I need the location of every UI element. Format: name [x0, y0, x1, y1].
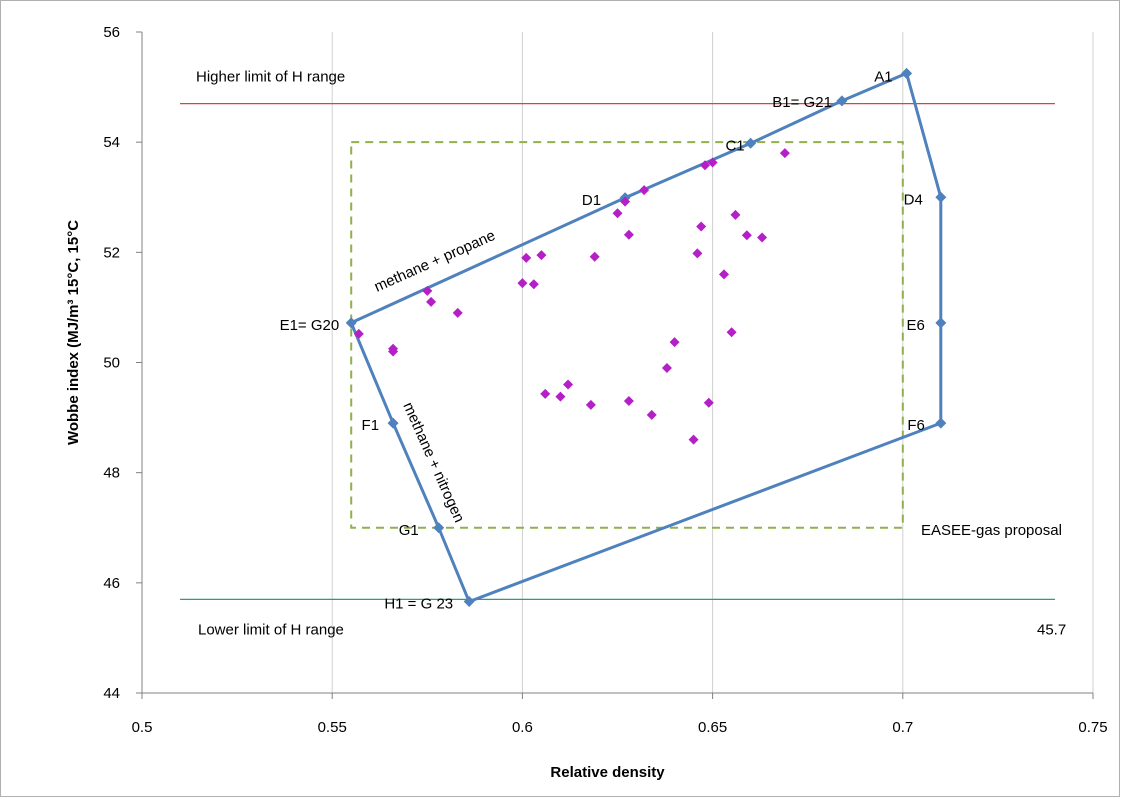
- polygon-vertex-marker: [935, 417, 947, 429]
- grid-lines: [331, 32, 1094, 693]
- gas-sample-point: [646, 409, 657, 420]
- easee-gas-box: [350, 141, 904, 529]
- vertex-label: B1= G21: [772, 94, 832, 111]
- vertex-label: C1: [725, 137, 744, 154]
- y-tick-label: 50: [103, 355, 120, 372]
- lower-limit-label: Lower limit of H range: [198, 621, 344, 638]
- gas-sample-point: [620, 196, 631, 207]
- gas-family-polygon: [349, 71, 943, 604]
- gas-sample-point: [726, 327, 737, 338]
- gas-sample-point: [692, 248, 703, 259]
- reference-lines: [180, 103, 1055, 600]
- y-tick-label: 52: [103, 244, 120, 261]
- gas-sample-point: [353, 328, 364, 339]
- gas-sample-point: [707, 157, 718, 168]
- polygon-vertex-marker: [387, 417, 399, 429]
- gas-sample-point: [452, 307, 463, 318]
- polygon-vertex-marker: [433, 522, 445, 534]
- vertex-label: D1: [582, 192, 601, 209]
- y-tick-label: 44: [103, 685, 120, 702]
- gas-sample-point: [730, 209, 741, 220]
- y-tick-label: 54: [103, 134, 120, 151]
- gas-sample-point: [688, 434, 699, 445]
- gas-sample-point: [585, 399, 596, 410]
- easee-box-layer: [350, 141, 904, 529]
- gas-sample-point: [661, 363, 672, 374]
- x-tick-label: 0.75: [1078, 719, 1107, 736]
- polygon-vertex-marker: [836, 95, 848, 107]
- annotation-labels: Higher limit of H range Lower limit of H …: [196, 68, 1066, 638]
- gas-sample-point: [741, 230, 752, 241]
- vertex-label: A1: [874, 68, 892, 85]
- x-tick-label: 0.6: [512, 719, 533, 736]
- gas-sample-point: [623, 396, 634, 407]
- gas-sample-point: [623, 229, 634, 240]
- gas-sample-point: [422, 285, 433, 296]
- gas-sample-point: [589, 251, 600, 262]
- x-tick-label: 0.7: [892, 719, 913, 736]
- gas-sample-point: [779, 148, 790, 159]
- polygon-vertex-marker: [901, 67, 913, 79]
- gas-sample-point: [719, 269, 730, 280]
- gas-sample-point: [639, 185, 650, 196]
- gas-sample-point: [517, 278, 528, 289]
- axes: 0.5 0.55 0.6 0.65 0.7 0.75 44 46 48 50 52 54 56 Relat…: [65, 24, 1108, 781]
- gas-sample-point: [757, 232, 768, 243]
- gas-sample-point: [555, 391, 566, 402]
- vertex-label: H1 = G 23: [384, 596, 453, 613]
- y-tick-label: 46: [103, 575, 120, 592]
- upper-limit-label: Higher limit of H range: [196, 69, 345, 86]
- gas-sample-point: [696, 221, 707, 232]
- polygon-vertex-marker: [935, 191, 947, 203]
- x-tick-label: 0.65: [698, 719, 727, 736]
- gas-sample-point: [703, 397, 714, 408]
- y-axis-title: Wobbe index (MJ/m³ 15°C, 15°C: [65, 220, 82, 445]
- x-tick-label: 0.55: [318, 719, 347, 736]
- polygon-layer: [345, 67, 947, 608]
- vertex-label: D4: [904, 191, 923, 208]
- y-tick-label: 48: [103, 465, 120, 482]
- y-tick-label: 56: [103, 24, 120, 41]
- gas-sample-point: [521, 252, 532, 263]
- polygon-vertex-marker: [935, 317, 947, 329]
- gas-sample-point: [699, 160, 710, 171]
- sample-points: [353, 148, 790, 445]
- gas-sample-point: [388, 346, 399, 357]
- lower-limit-value-label: 45.7: [1037, 621, 1066, 638]
- gas-sample-point: [426, 296, 437, 307]
- gas-sample-point: [612, 208, 623, 219]
- gas-sample-point: [536, 250, 547, 261]
- vertex-label: F1: [362, 417, 380, 434]
- vertex-label: E6: [906, 317, 924, 334]
- gas-sample-point: [563, 379, 574, 390]
- gas-sample-point: [540, 388, 551, 399]
- vertex-label: F6: [907, 417, 925, 434]
- polygon-vertex-marker: [345, 317, 357, 329]
- x-tick-label: 0.5: [132, 719, 153, 736]
- polygon-vertex-marker: [745, 137, 757, 149]
- gas-sample-point: [528, 279, 539, 290]
- vertex-label: G1: [399, 522, 419, 539]
- gas-sample-point: [669, 337, 680, 348]
- easee-gas-label: EASEE-gas proposal: [921, 522, 1062, 539]
- polygon-vertex-marker: [463, 596, 475, 608]
- x-axis-title: Relative density: [550, 764, 665, 781]
- vertex-label: E1= G20: [280, 317, 340, 334]
